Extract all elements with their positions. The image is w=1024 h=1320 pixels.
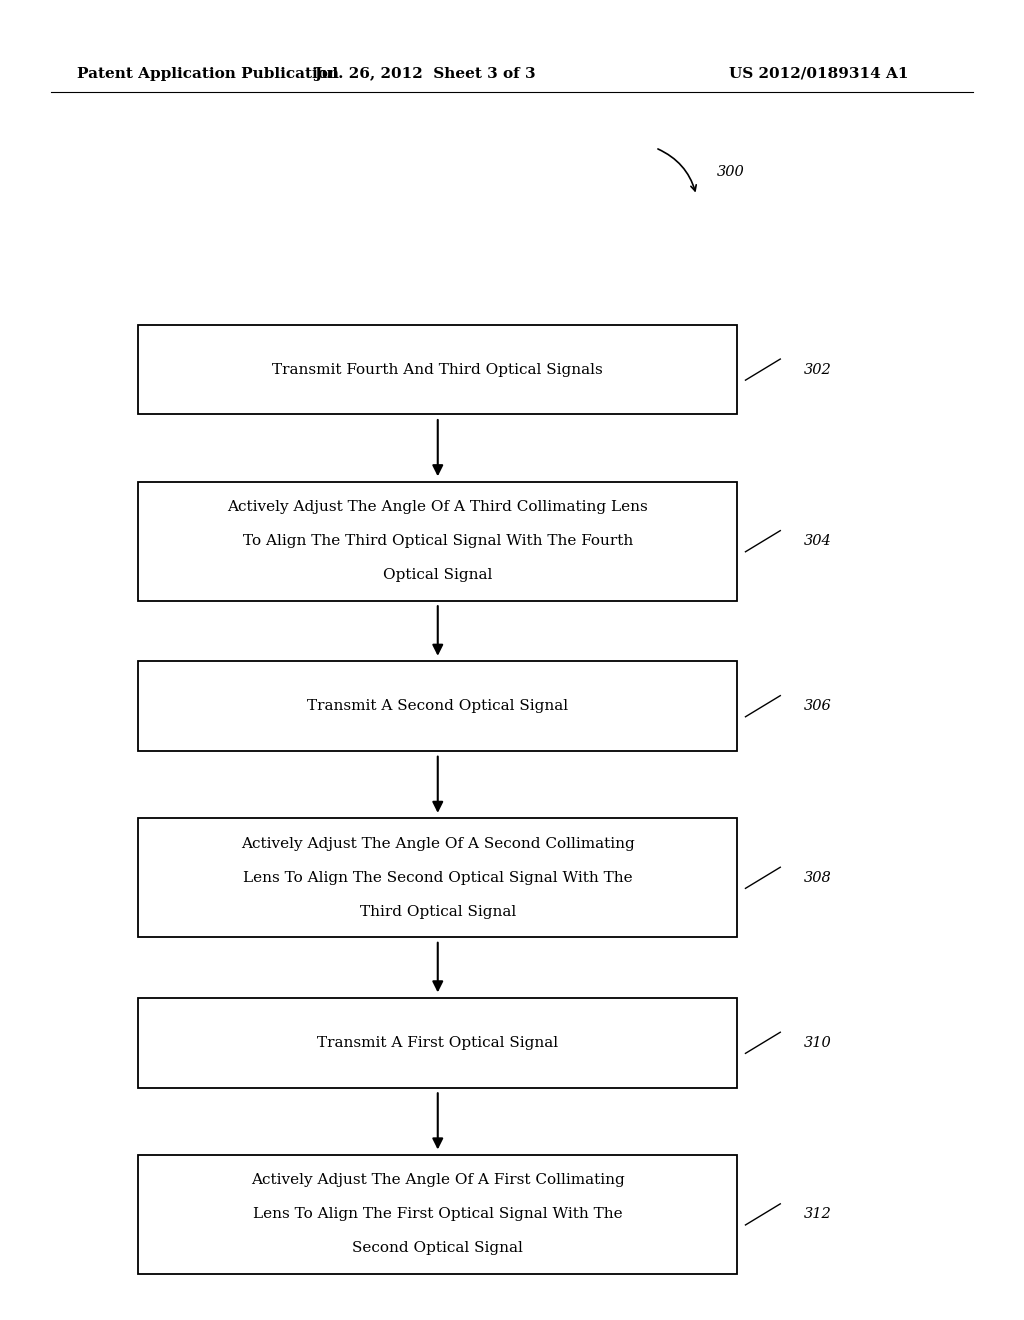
Text: Jul. 26, 2012  Sheet 3 of 3: Jul. 26, 2012 Sheet 3 of 3 xyxy=(314,67,536,81)
Text: 312: 312 xyxy=(804,1208,831,1221)
Text: 304: 304 xyxy=(804,535,831,548)
Text: 308: 308 xyxy=(804,871,831,884)
Text: To Align The Third Optical Signal With The Fourth: To Align The Third Optical Signal With T… xyxy=(243,535,633,548)
Bar xyxy=(138,325,737,414)
Text: Optical Signal: Optical Signal xyxy=(383,568,493,582)
Text: 302: 302 xyxy=(804,363,831,376)
Text: Transmit Fourth And Third Optical Signals: Transmit Fourth And Third Optical Signal… xyxy=(272,363,603,376)
Bar xyxy=(138,482,737,601)
Text: Patent Application Publication: Patent Application Publication xyxy=(77,67,339,81)
Text: Actively Adjust The Angle Of A Third Collimating Lens: Actively Adjust The Angle Of A Third Col… xyxy=(227,500,648,515)
Text: Actively Adjust The Angle Of A First Collimating: Actively Adjust The Angle Of A First Col… xyxy=(251,1173,625,1188)
Text: Transmit A Second Optical Signal: Transmit A Second Optical Signal xyxy=(307,700,568,713)
Bar xyxy=(138,998,737,1088)
Text: 310: 310 xyxy=(804,1036,831,1049)
Text: 306: 306 xyxy=(804,700,831,713)
Text: Second Optical Signal: Second Optical Signal xyxy=(352,1241,523,1255)
Text: Third Optical Signal: Third Optical Signal xyxy=(359,904,516,919)
Text: US 2012/0189314 A1: US 2012/0189314 A1 xyxy=(729,67,909,81)
Text: Transmit A First Optical Signal: Transmit A First Optical Signal xyxy=(317,1036,558,1049)
Text: Actively Adjust The Angle Of A Second Collimating: Actively Adjust The Angle Of A Second Co… xyxy=(241,837,635,851)
Text: Lens To Align The Second Optical Signal With The: Lens To Align The Second Optical Signal … xyxy=(243,871,633,884)
Text: 300: 300 xyxy=(717,165,744,178)
Bar xyxy=(138,1155,737,1274)
Bar xyxy=(138,661,737,751)
Bar xyxy=(138,818,737,937)
Text: Lens To Align The First Optical Signal With The: Lens To Align The First Optical Signal W… xyxy=(253,1208,623,1221)
